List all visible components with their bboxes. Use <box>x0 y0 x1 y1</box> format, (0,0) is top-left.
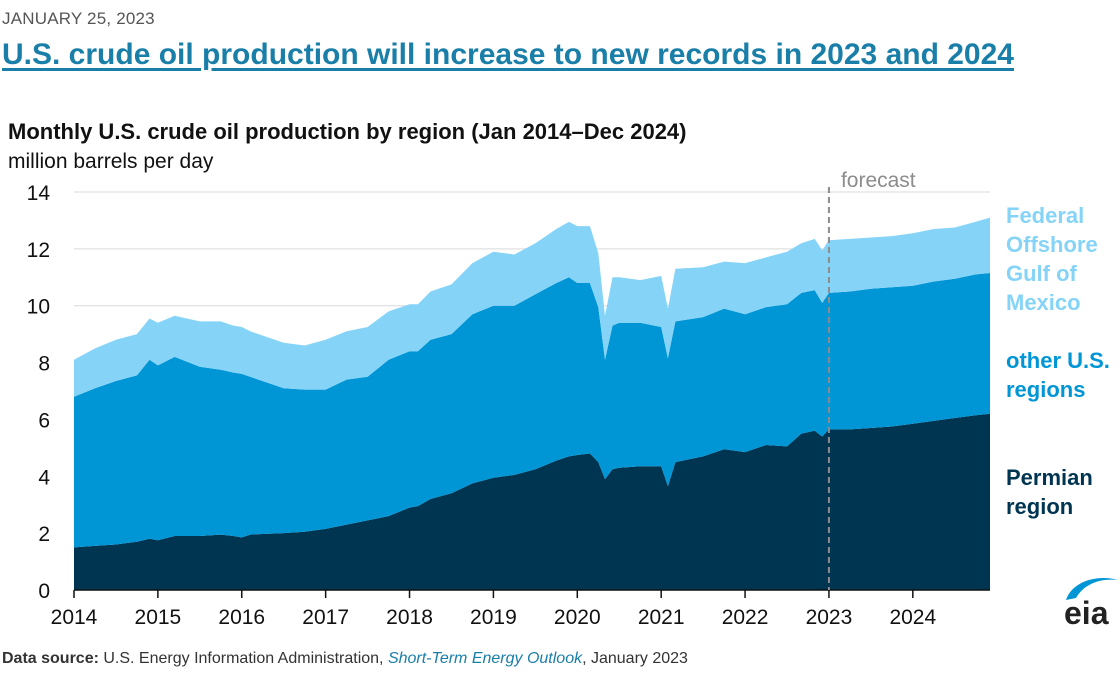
eia-logo-swoosh <box>1066 578 1118 600</box>
x-tick-label-2016: 2016 <box>218 606 265 629</box>
series-label-other-u-s-regions-line-2: regions <box>1006 377 1085 402</box>
eia-logo-text: eia <box>1064 595 1109 630</box>
area-federal-offshore-gulf-of-mexico <box>74 217 990 397</box>
y-tick-label-0: 0 <box>38 580 50 603</box>
x-tick-label-2018: 2018 <box>386 606 433 629</box>
x-tick-label-2021: 2021 <box>638 606 685 629</box>
x-tick-label-2015: 2015 <box>135 606 182 629</box>
y-tick-label-2: 2 <box>38 523 50 546</box>
y-tick-label-8: 8 <box>38 353 50 376</box>
y-tick-label-12: 12 <box>27 239 50 262</box>
series-label-federal-offshore-gulf-of-mexico-line-3: Gulf of <box>1006 261 1078 286</box>
release-date: JANUARY 25, 2023 <box>2 9 155 28</box>
source-publication-link[interactable]: Short-Term Energy Outlook <box>387 650 583 667</box>
chart-title: Monthly U.S. crude oil production by reg… <box>8 119 687 144</box>
x-tick-label-2023: 2023 <box>806 606 853 629</box>
eia-logo[interactable]: eia <box>1058 574 1120 630</box>
series-label-permian-region-line-2: region <box>1006 494 1073 519</box>
y-tick-label-10: 10 <box>27 296 50 319</box>
series-label-permian-region-line-1: Permian <box>1006 465 1093 490</box>
y-tick-label-6: 6 <box>38 409 50 432</box>
series-label-federal-offshore-gulf-of-mexico-line-1: Federal <box>1006 203 1084 228</box>
x-tick-label-2019: 2019 <box>470 606 517 629</box>
x-tick-label-2020: 2020 <box>554 606 601 629</box>
x-tick-label-2024: 2024 <box>889 606 936 629</box>
x-tick-label-2022: 2022 <box>722 606 769 629</box>
y-axis-unit-label: million barrels per day <box>8 150 214 173</box>
forecast-marker: forecast <box>827 169 916 590</box>
x-tick-label-2017: 2017 <box>302 606 349 629</box>
data-source-note: Data source: U.S. Energy Information Adm… <box>2 650 688 668</box>
series-label-other-u-s-regions-line-1: other U.S. <box>1006 348 1110 373</box>
source-date: , January 2023 <box>582 650 688 667</box>
axes: 0 2 4 6 8 10 12 14 2014 2015 2016 2017 2018 2019 2020 2… <box>27 182 990 629</box>
stacked-areas <box>74 217 990 590</box>
series-labels: Permian region other U.S. regions Federal Off… <box>1006 203 1110 519</box>
area-permian-region <box>74 413 990 590</box>
y-tick-label-4: 4 <box>38 466 50 489</box>
headline-link[interactable]: U.S. crude oil production will increase … <box>2 38 1014 71</box>
area-chart: 0 2 4 6 8 10 12 14 2014 2015 2016 2017 2018 2019 2020 2… <box>27 169 1110 629</box>
series-label-federal-offshore-gulf-of-mexico-line-2: Offshore <box>1006 232 1098 257</box>
source-label: Data source: <box>2 650 99 667</box>
x-tick-label-2014: 2014 <box>51 606 98 629</box>
y-tick-label-14: 14 <box>27 182 51 205</box>
forecast-label: forecast <box>841 169 916 192</box>
area-other-u-s-regions <box>74 273 990 548</box>
series-label-federal-offshore-gulf-of-mexico-line-4: Mexico <box>1006 290 1081 315</box>
source-text: U.S. Energy Information Administration, <box>98 650 388 667</box>
